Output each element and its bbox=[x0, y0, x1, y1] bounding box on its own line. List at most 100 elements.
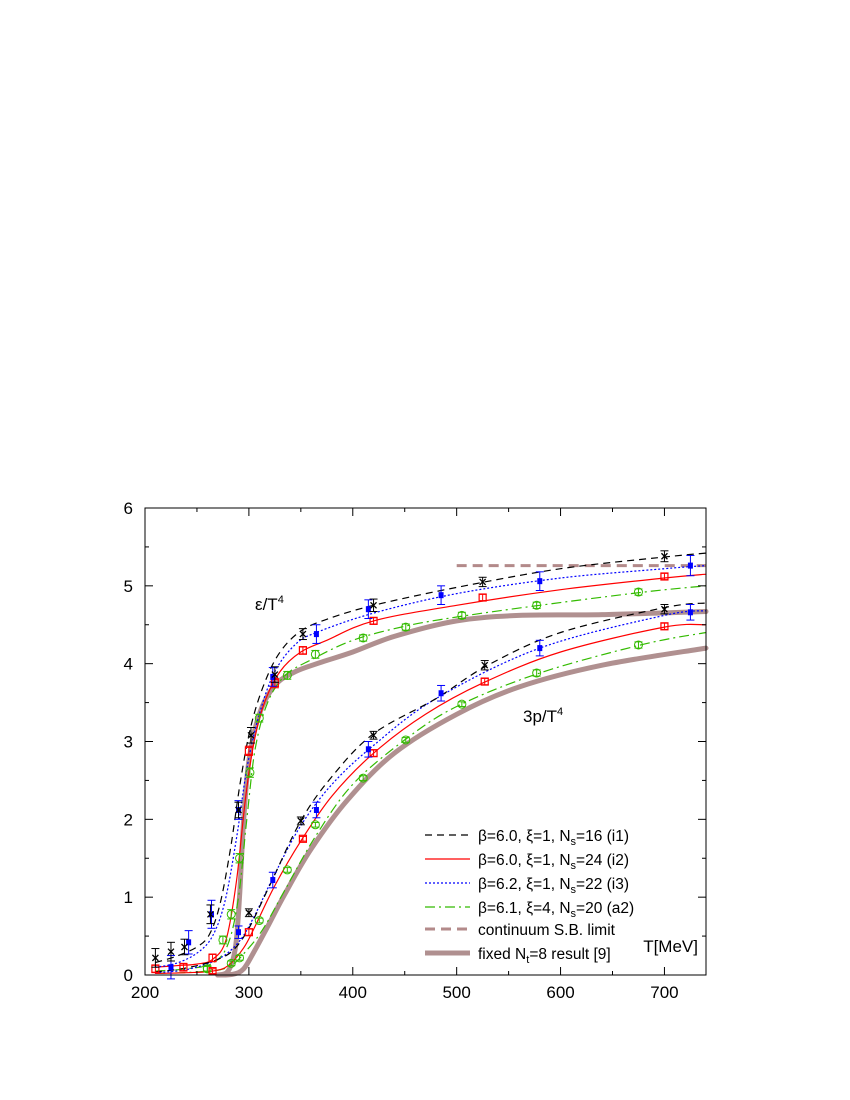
data-point-a2 bbox=[358, 633, 368, 643]
marker-cross bbox=[206, 910, 214, 918]
data-point-i2 bbox=[660, 622, 669, 631]
data-point-i1 bbox=[296, 816, 305, 826]
data-point-i3 bbox=[312, 801, 321, 819]
marker-cross bbox=[181, 943, 188, 951]
marker-filled bbox=[537, 645, 543, 652]
marker-filled bbox=[168, 964, 174, 971]
marker-filled bbox=[313, 806, 319, 813]
data-point-i2 bbox=[660, 572, 669, 581]
data-point-i1 bbox=[246, 726, 255, 744]
legend-entry-i1: β=6.0, ξ=1, Ns=16 (i1) bbox=[425, 828, 629, 848]
data-point-a2 bbox=[226, 909, 236, 920]
marker-square bbox=[298, 834, 308, 843]
marker-cross bbox=[167, 948, 175, 956]
series-i1-energy-line bbox=[155, 552, 707, 964]
y-tick-label: 0 bbox=[124, 966, 133, 985]
marker-filled bbox=[313, 631, 319, 638]
data-point-i2 bbox=[208, 953, 217, 963]
data-point-i2 bbox=[480, 677, 489, 686]
marker-cross bbox=[245, 909, 253, 917]
legend-label-i3: β=6.2, ξ=1, Ns=22 (i3) bbox=[478, 876, 629, 896]
legend-entry-i3: β=6.2, ξ=1, Ns=22 (i3) bbox=[425, 876, 629, 896]
marker-square bbox=[480, 677, 489, 686]
data-point-i3 bbox=[535, 571, 544, 592]
data-point-i3 bbox=[364, 599, 373, 620]
y-tick-label: 2 bbox=[124, 810, 133, 829]
data-point-i1 bbox=[480, 660, 489, 671]
marker-square bbox=[369, 749, 378, 758]
annotation-pressure-text: 3p/T4 bbox=[523, 706, 563, 726]
marker-circle bbox=[633, 640, 643, 650]
y-tick-label: 3 bbox=[124, 733, 133, 752]
data-point-i1 bbox=[244, 908, 253, 918]
data-point-i2 bbox=[208, 967, 217, 976]
legend-label-i2: β=6.0, ξ=1, Ns=24 (i2) bbox=[478, 852, 629, 872]
marker-filled bbox=[438, 690, 444, 697]
series-i2-energy-line bbox=[154, 573, 707, 968]
annotation-energy-text: ε/T4 bbox=[255, 594, 284, 614]
marker-circle bbox=[235, 853, 245, 863]
data-point-i1 bbox=[478, 576, 487, 588]
marker-circle bbox=[532, 600, 542, 610]
plot-markers bbox=[151, 550, 695, 980]
data-point-a2 bbox=[310, 820, 320, 830]
data-point-a2 bbox=[254, 916, 264, 926]
marker-cross bbox=[297, 817, 305, 825]
marker-circle bbox=[245, 768, 255, 778]
marker-cross bbox=[235, 806, 242, 814]
data-point-i1 bbox=[151, 948, 160, 968]
data-point-i2 bbox=[179, 962, 188, 972]
marker-square bbox=[244, 928, 253, 937]
marker-filled bbox=[208, 911, 214, 918]
annotation-energy-density: ε/T4 bbox=[255, 594, 284, 614]
data-point-a2 bbox=[310, 649, 320, 659]
legend-entry-a2: β=6.1, ξ=4, Ns=20 (a2) bbox=[425, 900, 634, 920]
data-point-i2 bbox=[369, 749, 378, 758]
marker-cross bbox=[660, 605, 668, 613]
data-point-i3 bbox=[686, 554, 695, 577]
marker-cross bbox=[370, 601, 378, 609]
marker-cross bbox=[479, 578, 487, 586]
series-a2-pressure-line bbox=[155, 631, 707, 974]
ticks: 200 300 400 500 600 700 0 1 2 3 4 5 6 bbox=[124, 499, 706, 1002]
marker-filled bbox=[236, 929, 241, 936]
marker-filled bbox=[186, 939, 192, 946]
data-point-i3 bbox=[364, 741, 373, 758]
data-point-i3 bbox=[437, 684, 446, 702]
marker-circle bbox=[633, 587, 643, 597]
marker-filled bbox=[365, 606, 371, 613]
data-point-i1 bbox=[234, 801, 243, 819]
y-tick-label: 1 bbox=[124, 888, 133, 907]
marker-filled bbox=[537, 578, 543, 585]
marker-cross bbox=[271, 671, 279, 679]
marker-filled bbox=[687, 562, 693, 569]
y-tick-label: 6 bbox=[124, 499, 133, 518]
data-point-a2 bbox=[401, 735, 411, 745]
x-tick-label: 200 bbox=[131, 983, 159, 1002]
data-point-i3 bbox=[234, 925, 243, 939]
data-point-i2 bbox=[244, 928, 253, 937]
data-point-i1 bbox=[180, 938, 189, 956]
data-point-i1 bbox=[369, 730, 378, 740]
data-point-i1 bbox=[369, 598, 378, 613]
marker-square bbox=[244, 746, 253, 755]
x-tick-label: 600 bbox=[546, 983, 574, 1002]
marker-cross bbox=[660, 552, 668, 560]
data-point-a2 bbox=[457, 610, 467, 620]
marker-circle bbox=[358, 633, 368, 643]
data-point-a2 bbox=[254, 713, 264, 723]
marker-circle bbox=[235, 953, 245, 963]
x-tick-label: 400 bbox=[339, 983, 367, 1002]
data-point-a2 bbox=[532, 668, 542, 678]
marker-cross bbox=[151, 954, 159, 962]
data-point-i3 bbox=[686, 604, 695, 621]
x-tick-label: 300 bbox=[235, 983, 263, 1002]
data-point-i3 bbox=[437, 585, 446, 606]
legend: β=6.0, ξ=1, Ns=16 (i1) β=6.0, ξ=1, Ns=24… bbox=[425, 828, 634, 966]
data-point-a2 bbox=[633, 587, 643, 597]
marker-square bbox=[660, 622, 669, 631]
y-tick-label: 4 bbox=[124, 655, 133, 674]
data-point-i2 bbox=[298, 646, 308, 655]
marker-cross bbox=[370, 731, 378, 739]
